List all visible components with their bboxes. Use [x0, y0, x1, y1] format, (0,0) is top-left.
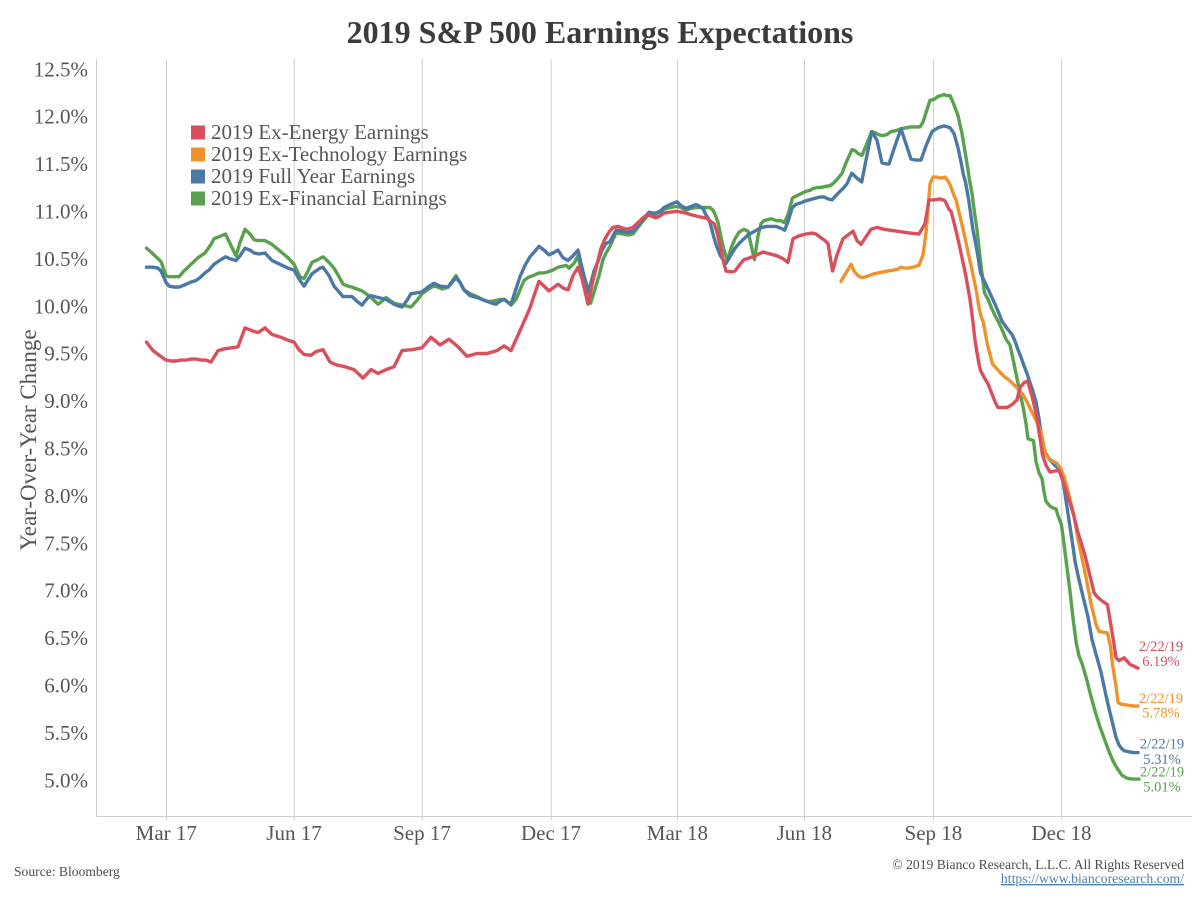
svg-text:5.5%: 5.5%	[44, 721, 88, 745]
svg-text:10.5%: 10.5%	[34, 247, 88, 271]
svg-text:11.5%: 11.5%	[35, 152, 88, 176]
svg-text:6.19%: 6.19%	[1142, 654, 1179, 670]
svg-text:Year-Over-Year Change: Year-Over-Year Change	[16, 329, 41, 550]
svg-text:https://www.biancoresearch.com: https://www.biancoresearch.com/	[1001, 871, 1184, 886]
svg-text:5.0%: 5.0%	[44, 768, 88, 792]
svg-text:2019 Full Year Earnings: 2019 Full Year Earnings	[211, 164, 415, 188]
svg-text:© 2019 Bianco Research, L.L.C.: © 2019 Bianco Research, L.L.C. All Right…	[892, 857, 1184, 872]
svg-text:10.0%: 10.0%	[34, 294, 88, 318]
svg-text:11.0%: 11.0%	[35, 200, 88, 224]
svg-text:8.0%: 8.0%	[44, 484, 88, 508]
svg-text:Sep 18: Sep 18	[905, 821, 963, 845]
svg-text:8.5%: 8.5%	[44, 437, 88, 461]
svg-text:6.0%: 6.0%	[44, 674, 88, 698]
svg-text:2/22/19: 2/22/19	[1140, 736, 1184, 752]
svg-text:Jun 18: Jun 18	[777, 821, 832, 845]
svg-text:Dec 18: Dec 18	[1031, 821, 1091, 845]
svg-text:12.0%: 12.0%	[34, 105, 88, 129]
svg-text:2/22/19: 2/22/19	[1139, 639, 1183, 655]
svg-text:2019 Ex-Energy Earnings: 2019 Ex-Energy Earnings	[211, 120, 429, 144]
svg-text:2/22/19: 2/22/19	[1140, 764, 1184, 780]
svg-text:2/22/19: 2/22/19	[1139, 691, 1183, 707]
svg-text:Sep 17: Sep 17	[393, 821, 451, 845]
svg-text:9.5%: 9.5%	[44, 342, 88, 366]
svg-text:Dec 17: Dec 17	[521, 821, 581, 845]
svg-text:5.31%: 5.31%	[1143, 752, 1180, 768]
svg-text:Mar 18: Mar 18	[647, 821, 708, 845]
svg-text:2019 Ex-Financial Earnings: 2019 Ex-Financial Earnings	[211, 186, 447, 210]
svg-text:5.78%: 5.78%	[1142, 705, 1179, 721]
svg-text:7.5%: 7.5%	[44, 531, 88, 555]
svg-text:6.5%: 6.5%	[44, 626, 88, 650]
svg-text:Source: Bloomberg: Source: Bloomberg	[14, 864, 120, 879]
svg-text:2019 S&P 500 Earnings Expectat: 2019 S&P 500 Earnings Expectations	[347, 14, 854, 50]
svg-text:5.01%: 5.01%	[1143, 779, 1180, 795]
svg-text:Jun 17: Jun 17	[266, 821, 321, 845]
svg-text:9.0%: 9.0%	[44, 389, 88, 413]
svg-text:12.5%: 12.5%	[34, 57, 88, 81]
svg-text:7.0%: 7.0%	[44, 579, 88, 603]
svg-text:Mar 17: Mar 17	[136, 821, 197, 845]
svg-text:2019 Ex-Technology Earnings: 2019 Ex-Technology Earnings	[211, 142, 467, 166]
